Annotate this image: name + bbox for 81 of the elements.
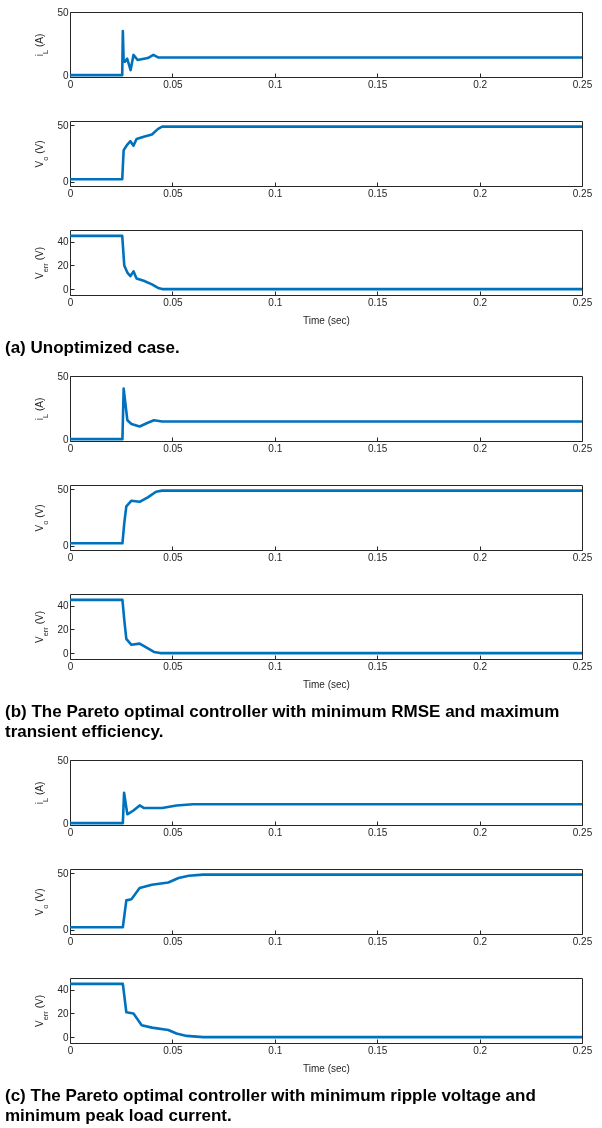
x-tick-label: 0.1: [268, 296, 283, 308]
x-tick-label: 0.25: [572, 296, 593, 308]
y-tick-label: 20: [57, 1007, 69, 1019]
y-tick-label: 50: [57, 119, 69, 131]
x-tick-label: 0.2: [473, 551, 488, 563]
x-tick-label: 0.2: [473, 826, 488, 838]
text: (a) Unoptimized case.: [5, 338, 180, 357]
x-tick-label: 0.2: [473, 1044, 488, 1056]
x-tick-label: 0.15: [367, 187, 388, 199]
x-tick-label: 0.05: [163, 187, 184, 199]
x-tick-label: 0.25: [572, 442, 593, 454]
x-tick-label: 0.1: [268, 551, 283, 563]
x-tick-label: 0.25: [572, 78, 593, 90]
y-tick-label: 20: [57, 259, 69, 271]
x-axis-title: Time (sec): [303, 1062, 350, 1074]
line-series: [70, 598, 582, 655]
text: (b) The Pareto optimal controller with minimum RMSE and maximum transient efficiency.: [5, 702, 560, 741]
x-tick-label: 0.2: [473, 296, 488, 308]
y-tick-label: 0: [62, 433, 69, 445]
x-tick-label: 0.2: [473, 935, 488, 947]
line-series: [70, 982, 582, 1039]
x-tick-label: 0.2: [473, 78, 488, 90]
x-tick-label: 0.15: [367, 826, 388, 838]
x-tick-label: 0.15: [367, 1044, 388, 1056]
x-tick-label: 0.15: [367, 296, 388, 308]
y-tick-label: 20: [57, 623, 69, 635]
x-tick-label: 0.2: [473, 660, 488, 672]
x-tick-label: 0.25: [572, 551, 593, 563]
x-tick-label: 0.05: [163, 78, 184, 90]
y-tick-label: 40: [57, 984, 69, 996]
y-tick-label: 0: [62, 647, 69, 659]
y-tick-label: 0: [62, 69, 69, 81]
line-series: [70, 873, 582, 929]
y-tick-label: 50: [57, 370, 69, 382]
x-tick-label: 0.25: [572, 935, 593, 947]
x-tick-label: 0.05: [163, 442, 184, 454]
x-tick-label: 0.1: [268, 187, 283, 199]
x-tick-label: 0.15: [367, 935, 388, 947]
x-tick-label: 0.25: [572, 187, 593, 199]
x-tick-label: 0.1: [268, 660, 283, 672]
line-series: [70, 489, 582, 545]
line-series: [70, 29, 582, 77]
y-tick-label: 0: [62, 817, 69, 829]
x-tick-label: 0.15: [367, 78, 388, 90]
x-tick-label: 0.1: [268, 442, 283, 454]
x-tick-label: 0.05: [163, 1044, 184, 1056]
x-tick-label: 0.1: [268, 826, 283, 838]
x-tick-label: 0.05: [163, 551, 184, 563]
y-tick-label: 50: [57, 6, 69, 18]
x-tick-label: 0.1: [268, 1044, 283, 1056]
x-tick-label: 0.05: [163, 935, 184, 947]
x-tick-label: 0.15: [367, 660, 388, 672]
x-tick-label: 0.15: [367, 442, 388, 454]
x-tick-label: 0.25: [572, 660, 593, 672]
x-tick-label: 0.05: [163, 660, 184, 672]
x-tick-label: 0.15: [367, 551, 388, 563]
y-tick-label: 0: [62, 540, 69, 552]
x-tick-label: 0.1: [268, 935, 283, 947]
x-tick-label: 0.05: [163, 826, 184, 838]
y-tick-label: 40: [57, 236, 69, 248]
x-tick-label: 0.25: [572, 826, 593, 838]
y-tick-label: 0: [62, 283, 69, 295]
x-axis-title: Time (sec): [303, 678, 350, 690]
text: (c) The Pareto optimal controller with minimum ripple voltage and minimum peak load current.: [5, 1086, 536, 1125]
line-series: [70, 234, 582, 291]
y-tick-label: 0: [62, 924, 69, 936]
y-tick-label: 40: [57, 600, 69, 612]
y-tick-label: 50: [57, 483, 69, 495]
line-series: [70, 387, 582, 441]
line-series: [70, 125, 582, 181]
line-series: [70, 791, 582, 825]
x-tick-label: 0.2: [473, 442, 488, 454]
y-tick-label: 0: [62, 176, 69, 188]
y-tick-label: 50: [57, 867, 69, 879]
x-tick-label: 0.05: [163, 296, 184, 308]
x-axis-title: Time (sec): [303, 314, 350, 326]
x-tick-label: 0.25: [572, 1044, 593, 1056]
y-tick-label: 50: [57, 754, 69, 766]
y-tick-label: 0: [62, 1031, 69, 1043]
x-tick-label: 0.2: [473, 187, 488, 199]
x-tick-label: 0.1: [268, 78, 283, 90]
